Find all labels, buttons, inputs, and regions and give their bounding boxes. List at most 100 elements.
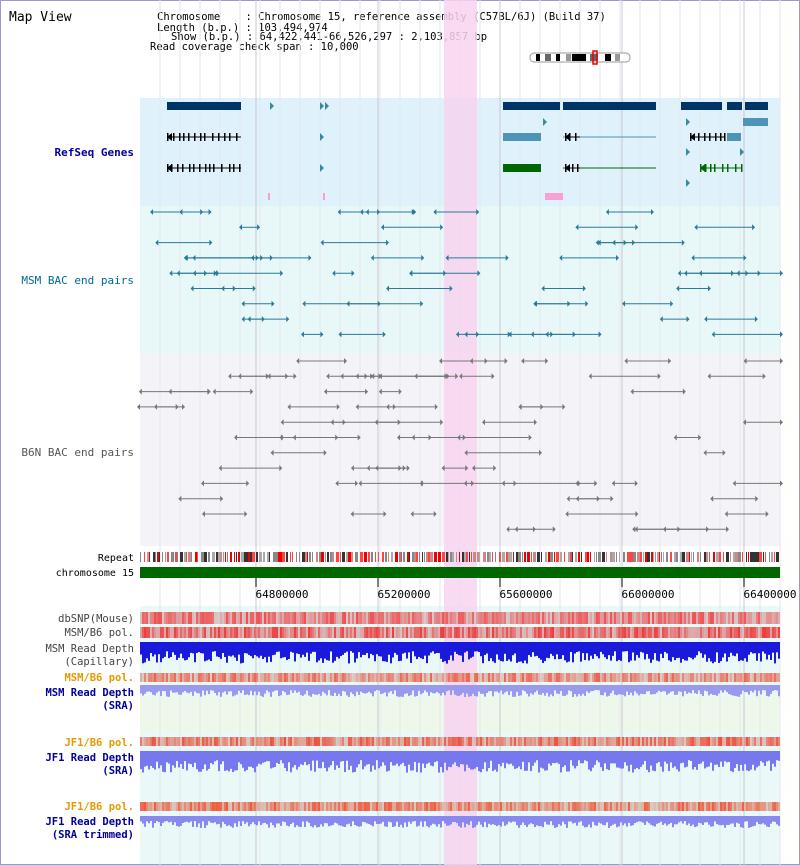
msm-depth-capillary-bar bbox=[516, 642, 518, 663]
msm-bac-pair-end bbox=[582, 285, 586, 292]
msm-depth-capillary-bar bbox=[360, 642, 362, 658]
dbsnp-heat-cell bbox=[628, 612, 630, 624]
jf1-pol-trim-heat-cell bbox=[412, 802, 414, 811]
dbsnp-heat-cell bbox=[470, 612, 472, 624]
msm-depth-capillary-bar bbox=[230, 642, 232, 657]
track-label-msm-bac[interactable]: MSM BAC end pairs bbox=[21, 274, 134, 287]
dbsnp-heat-cell bbox=[482, 612, 484, 624]
jf1-pol-trim-heat-cell bbox=[332, 802, 334, 811]
msm-pol-heat-cell bbox=[506, 627, 508, 638]
jf1-pol-trim-heat-cell bbox=[424, 802, 426, 811]
dbsnp-heat-cell bbox=[686, 612, 688, 624]
repeat-element bbox=[619, 552, 620, 562]
msm-pol-sra-heat-cell bbox=[290, 673, 292, 682]
jf1-pol-heat-cell bbox=[192, 737, 194, 746]
jf1-pol-trim-heat-cell bbox=[504, 802, 506, 811]
jf1-depth-trim-bar bbox=[616, 816, 618, 828]
msm-pol-heat-cell bbox=[424, 627, 426, 638]
msm-depth-capillary-bar bbox=[588, 642, 590, 661]
jf1-depth-trim-bar bbox=[762, 816, 764, 824]
msm-depth-sra-bar bbox=[218, 685, 220, 693]
msm-pol-heat-cell bbox=[598, 627, 600, 638]
jf1-pol-heat-cell bbox=[234, 737, 236, 746]
msm-depth-sra-bar bbox=[324, 685, 326, 694]
msm-pol-heat-cell bbox=[168, 627, 170, 638]
jf1-depth-trim-bar bbox=[666, 816, 668, 826]
msm-pol-sra-heat-cell bbox=[590, 673, 592, 682]
jf1-pol-heat-cell bbox=[168, 737, 170, 746]
msm-bac-pair-end bbox=[351, 270, 355, 277]
repeat-element bbox=[246, 552, 249, 562]
jf1-depth-trim-bar bbox=[310, 816, 312, 827]
track-label-refseq[interactable]: RefSeq Genes bbox=[55, 146, 134, 159]
jf1-pol-trim-heat-cell bbox=[536, 802, 538, 811]
b6n-bac-pair-end bbox=[293, 373, 297, 380]
b6n-bac-pair-end bbox=[411, 434, 415, 441]
jf1-pol-trim-heat-cell bbox=[612, 802, 614, 811]
msm-pol-heat-cell bbox=[686, 627, 688, 638]
jf1-pol-heat-cell bbox=[656, 737, 658, 746]
msm-depth-capillary-bar bbox=[472, 642, 474, 657]
jf1-pol-trim-heat-cell bbox=[616, 802, 618, 811]
jf1-pol-heat-cell bbox=[682, 737, 684, 746]
jf1-pol-heat-cell bbox=[778, 737, 780, 746]
msm-depth-capillary-bar bbox=[454, 642, 456, 652]
jf1-depth-trim-bar bbox=[720, 816, 722, 826]
repeat-element bbox=[452, 552, 454, 562]
jf1-depth-bar bbox=[624, 751, 626, 763]
jf1-depth-bar bbox=[652, 751, 654, 771]
msm-pol-sra-heat-cell bbox=[556, 673, 558, 682]
jf1-depth-bar bbox=[664, 751, 666, 762]
msm-depth-capillary-bar bbox=[456, 642, 458, 654]
jf1-depth-trim-bar bbox=[486, 816, 488, 828]
msm-pol-heat-cell bbox=[420, 627, 422, 638]
jf1-depth-trim-bar bbox=[264, 816, 266, 823]
msm-pol-heat-cell bbox=[632, 627, 634, 638]
jf1-depth-trim-bar bbox=[180, 816, 182, 826]
msm-pol-sra-heat-cell bbox=[248, 673, 250, 682]
jf1-depth-bar bbox=[402, 751, 404, 763]
msm-depth-capillary-bar bbox=[570, 642, 572, 652]
dbsnp-heat-cell bbox=[288, 612, 290, 624]
jf1-pol-trim-heat-cell bbox=[252, 802, 254, 811]
jf1-depth-bar bbox=[234, 751, 236, 771]
msm-pol-sra-heat-cell bbox=[734, 673, 736, 682]
msm-pol-sra-heat-cell bbox=[176, 673, 178, 682]
track-label-b6n-bac[interactable]: B6N BAC end pairs bbox=[21, 446, 134, 459]
jf1-pol-trim-heat-cell bbox=[260, 802, 262, 811]
jf1-pol-heat-cell bbox=[388, 737, 390, 746]
msm-depth-sra-bar bbox=[536, 685, 538, 691]
msm-pol-heat-cell bbox=[426, 627, 428, 638]
b6n-bac-pair-end bbox=[323, 388, 327, 395]
gene-strand-arrow bbox=[563, 102, 568, 110]
jf1-depth-bar bbox=[296, 751, 298, 770]
msm-depth-sra-bar bbox=[446, 685, 448, 692]
jf1-pol-heat-cell bbox=[490, 737, 492, 746]
msm-bac-pair-end bbox=[280, 270, 284, 277]
jf1-depth-bar bbox=[544, 751, 546, 771]
jf1-pol-trim-heat-cell bbox=[698, 802, 700, 811]
msm-pol-sra-heat-cell bbox=[760, 673, 762, 682]
heatmap-tracks bbox=[140, 612, 780, 828]
jf1-pol-heat-cell bbox=[344, 737, 346, 746]
msm-pol-sra-heat-cell bbox=[542, 673, 544, 682]
msm-pol-heat-cell bbox=[636, 627, 638, 638]
jf1-pol-heat-cell bbox=[556, 737, 558, 746]
msm-depth-capillary-bar bbox=[176, 642, 178, 660]
repeat-element bbox=[434, 552, 437, 562]
msm-depth-sra-bar bbox=[462, 685, 464, 693]
msm-pol-heat-cell bbox=[654, 627, 656, 638]
msm-depth-sra-bar bbox=[706, 685, 708, 692]
dbsnp-heat-cell bbox=[384, 612, 386, 624]
msm-pol-heat-cell bbox=[774, 627, 776, 638]
jf1-depth-trim-bar bbox=[410, 816, 412, 824]
jf1-pol-trim-heat-cell bbox=[150, 802, 152, 811]
msm-pol-heat-cell bbox=[656, 627, 658, 638]
jf1-depth-trim-bar bbox=[704, 816, 706, 823]
repeat-element bbox=[709, 552, 710, 562]
msm-pol-heat-cell bbox=[292, 627, 294, 638]
repeat-element bbox=[473, 552, 476, 562]
gene-strand-arrow bbox=[325, 102, 329, 110]
jf1-depth-trim-bar bbox=[344, 816, 346, 828]
